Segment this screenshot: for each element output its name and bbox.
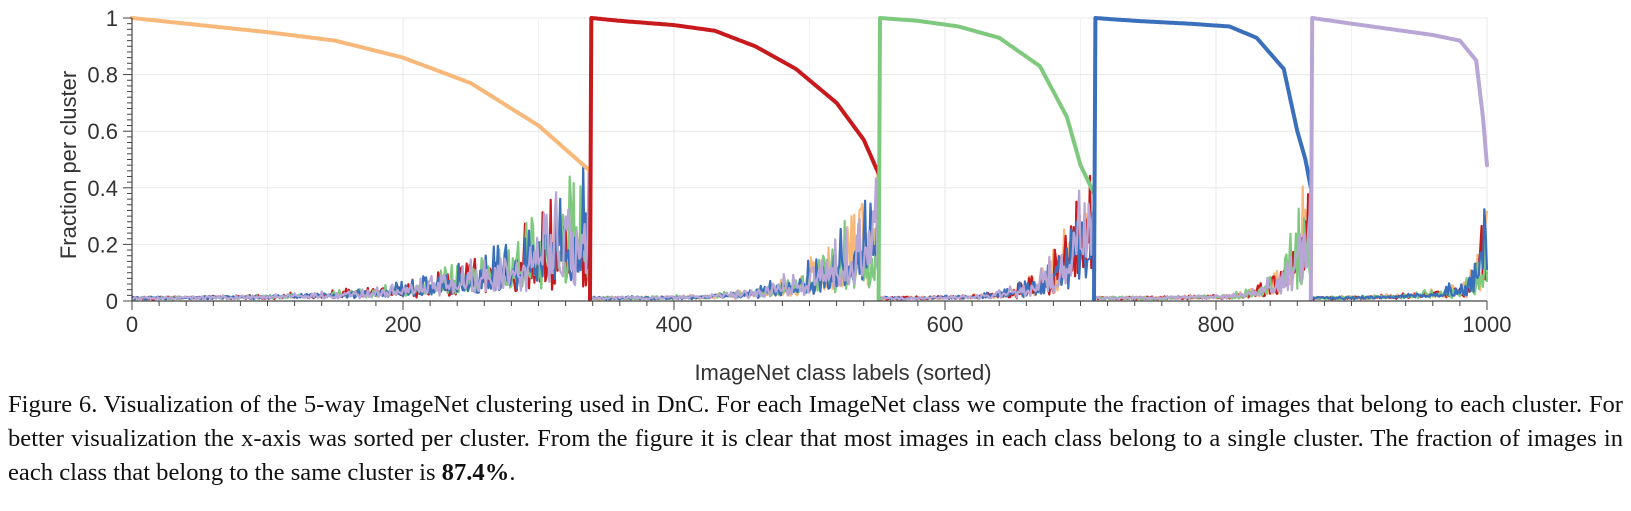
x-tick-label: 0 xyxy=(126,312,138,337)
y-tick-label: 0.4 xyxy=(87,176,118,201)
y-axis-title: Fraction per cluster xyxy=(56,71,81,259)
series-cluster-2-dominant xyxy=(588,16,881,302)
y-tick-label: 0.6 xyxy=(87,119,118,144)
x-tick-label: 200 xyxy=(385,312,422,337)
series-cluster-4-dominant xyxy=(1092,16,1313,302)
series-cluster-5-minor xyxy=(1094,168,1312,301)
series-cluster-5-minor xyxy=(131,170,592,301)
caption-highlight-value: 87.4% xyxy=(441,459,510,486)
series-cluster-5-minor xyxy=(590,177,880,301)
x-tick-label: 800 xyxy=(1198,312,1235,337)
line-chart: 0 200 400 600 800 1000 0 0.2 0.4 0.6 0.8 1 ImageNet… xyxy=(56,6,1511,385)
y-tick-label: 0 xyxy=(106,289,118,314)
figure: 0 200 400 600 800 1000 0 0.2 0.4 0.6 0.8 1 ImageNet… xyxy=(56,6,1511,385)
y-tick-label: 0.8 xyxy=(87,63,118,88)
series-cluster-4-minor xyxy=(1311,208,1489,301)
x-tick-label: 1000 xyxy=(1463,312,1512,337)
caption-text: Figure 6. Visualization of the 5-way Ima… xyxy=(8,391,1623,486)
dominant-series-layer xyxy=(130,16,1489,302)
minor-series-layer xyxy=(131,165,1489,301)
y-tick-label: 1 xyxy=(106,6,118,31)
series-cluster-5-minor xyxy=(879,189,1095,301)
axes: 0 200 400 600 800 1000 0 0.2 0.4 0.6 0.8 1 xyxy=(87,6,1511,337)
figure-caption: Figure 6. Visualization of the 5-way Ima… xyxy=(8,388,1623,490)
caption-end: . xyxy=(509,459,516,486)
series-cluster-1-dominant xyxy=(130,16,592,173)
series-cluster-3-dominant xyxy=(876,16,1096,302)
x-tick-label: 600 xyxy=(927,312,964,337)
x-tick-label: 400 xyxy=(656,312,693,337)
y-tick-label: 0.2 xyxy=(87,232,118,257)
x-axis-title: ImageNet class labels (sorted) xyxy=(694,360,991,385)
series-cluster-5-dominant xyxy=(1308,16,1489,302)
grid-layer xyxy=(131,17,1488,302)
